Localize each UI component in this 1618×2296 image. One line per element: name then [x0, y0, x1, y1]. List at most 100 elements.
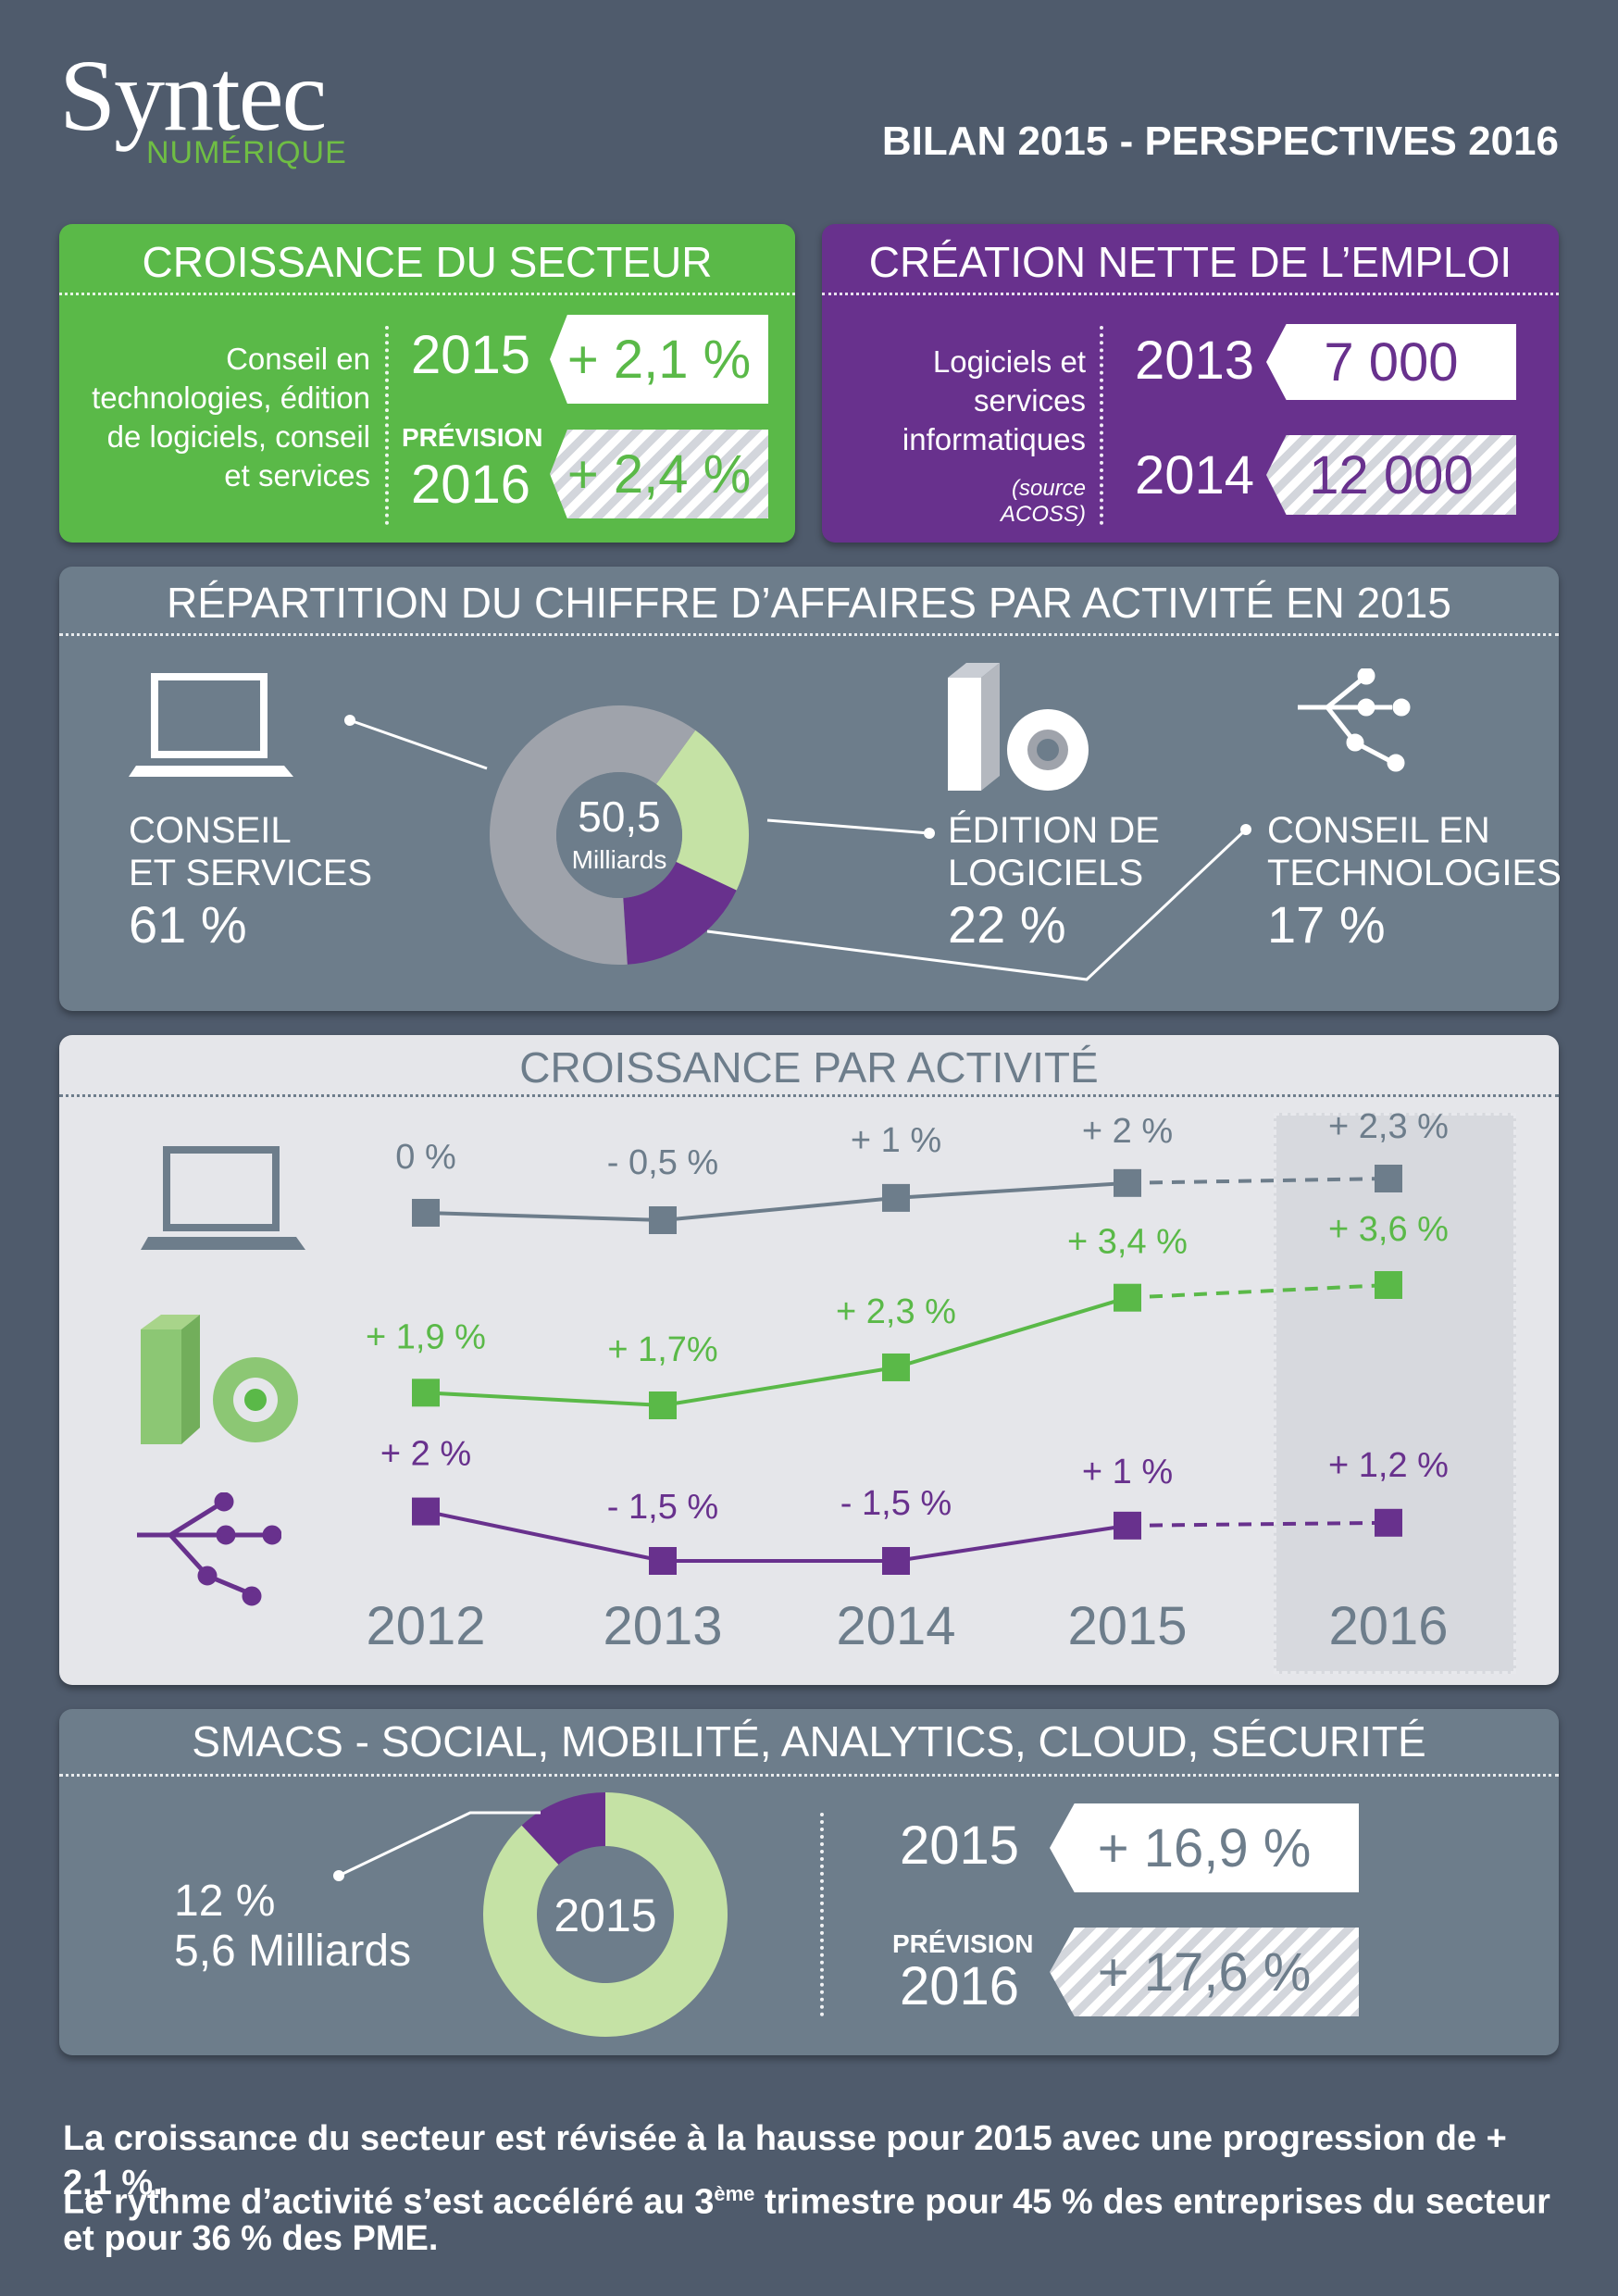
network-icon [137, 1492, 281, 1606]
data-point [649, 1547, 677, 1575]
segment-value: 22 % [948, 895, 1066, 954]
series-forecast-line [1126, 1177, 1389, 1185]
series-line [425, 1295, 1128, 1408]
x-tick-label: 2012 [366, 1596, 485, 1656]
data-point [882, 1353, 910, 1381]
smacs-amount: 5,6 Milliards [174, 1927, 412, 1976]
smacs-2016-tag: + 17,6 % [1050, 1928, 1359, 2016]
data-point [1114, 1168, 1141, 1197]
data-point [649, 1206, 677, 1234]
data-label: + 1 % [1082, 1453, 1173, 1491]
footer-line-1: La croissance du secteur est révisée à l… [63, 2119, 1507, 2202]
donut-slice [521, 1792, 605, 1866]
series-line [425, 1509, 1128, 1563]
data-point [882, 1547, 910, 1575]
data-label: + 2 % [380, 1435, 471, 1474]
data-point [412, 1198, 440, 1227]
data-point [1114, 1511, 1141, 1540]
revenue-pie-chart: 50,5 Milliards [344, 705, 1251, 981]
smacs-share: 12 % [174, 1877, 276, 1926]
panel-croissance-secteur: CROISSANCE DU SECTEUR Conseil en technol… [59, 224, 795, 543]
data-label: + 2 % [1082, 1112, 1173, 1151]
x-tick-label: 2015 [1067, 1596, 1187, 1656]
donut-slice [483, 1792, 728, 2037]
footer-line-3: et pour 36 % des PME. [63, 2219, 439, 2258]
segment-label: CONSEIL EN TECHNOLOGIES 17 % [1267, 810, 1562, 954]
pie-center-value: 50,5 [578, 792, 661, 841]
data-point [1375, 1271, 1402, 1299]
segment-value: 17 % [1267, 895, 1386, 954]
year-2013: 2013 [1135, 331, 1255, 391]
data-label: 0 % [395, 1138, 455, 1177]
growth-2016-tag: + 2,4 % [550, 430, 768, 518]
source-note: (source ACOSS) [1000, 476, 1086, 527]
data-label: - 1,5 % [840, 1484, 952, 1523]
data-point [1114, 1283, 1141, 1312]
segment-label: ÉDITION DE LOGICIELS 22 % [948, 810, 1160, 954]
segment-value: 61 % [129, 895, 247, 954]
pie-hole [556, 772, 682, 898]
x-tick-label: 2013 [603, 1596, 722, 1656]
forecast-shading [1274, 1113, 1516, 1674]
software-box-icon [948, 663, 1089, 791]
x-tick-label: 2014 [836, 1596, 955, 1656]
panel-title: CROISSANCE PAR ACTIVITÉ [519, 1043, 1099, 1092]
smacs-year-2015: 2015 [900, 1816, 1020, 1876]
data-label: + 1,7% [607, 1330, 717, 1369]
jobs-2013-tag: 7 000 [1266, 324, 1516, 400]
footer-line-2: Le rythme d’activité s’est accéléré au 3… [63, 2182, 1550, 2222]
data-label: - 0,5 % [607, 1143, 718, 1182]
data-label: + 3,4 % [1067, 1223, 1188, 1262]
data-point [412, 1497, 440, 1526]
panel-title: CROISSANCE DU SECTEUR [142, 238, 713, 286]
data-point [649, 1391, 677, 1419]
panel-creation-emploi: CRÉATION NETTE DE L’EMPLOI Logiciels et … [822, 224, 1559, 543]
year-2016: 2016 [411, 455, 531, 515]
series-line [425, 1180, 1128, 1223]
segment-label: CONSEIL ET SERVICES 61 % [129, 810, 373, 954]
logo-subtitle: NUMÉRIQUE [146, 135, 347, 170]
pie-slice [623, 861, 737, 965]
data-label: + 1 % [851, 1121, 941, 1160]
data-label: + 3,6 % [1328, 1210, 1449, 1249]
laptop-icon [129, 673, 293, 777]
data-point [1375, 1508, 1402, 1537]
leader-line [706, 828, 1248, 981]
year-2015: 2015 [411, 325, 531, 385]
panel-croissance-activite: CROISSANCE PAR ACTIVITÉ 0 % - 0,5 % + 1 % +… [59, 1035, 1559, 1685]
panel-title: RÉPARTITION DU CHIFFRE D’AFFAIRES PAR AC… [167, 579, 1451, 627]
data-point [882, 1183, 910, 1212]
growth-2015-tag: + 2,1 % [550, 315, 768, 404]
pie-center-unit: Milliards [572, 845, 667, 874]
growth-line-chart: 0 % - 0,5 % + 1 % + 2 % + 2,3 % + 1,9 % + 1,7%… [366, 1107, 1449, 1656]
pie-slice [490, 705, 696, 965]
panel-repartition: RÉPARTITION DU CHIFFRE D’AFFAIRES PAR AC… [59, 567, 1562, 1011]
smacs-2015-tag: + 16,9 % [1050, 1803, 1359, 1892]
series-forecast-line [1126, 1520, 1389, 1528]
laptop-icon [141, 1146, 305, 1250]
sector-description: Conseil en technologies, édition de logi… [92, 342, 370, 493]
software-box-icon [141, 1315, 298, 1444]
data-label: + 2,3 % [1328, 1107, 1449, 1146]
smacs-prevision-label: PRÉVISION [892, 1929, 1034, 1958]
leader-line [338, 1811, 541, 1878]
pie-slice [655, 730, 749, 891]
series-forecast-line [1126, 1283, 1389, 1300]
page-title: BILAN 2015 - PERSPECTIVES 2016 [881, 119, 1559, 164]
smacs-year-2016: 2016 [900, 1956, 1020, 2016]
year-2014: 2014 [1135, 445, 1255, 505]
data-label: + 2,3 % [836, 1292, 956, 1331]
panel-smacs: SMACS - SOCIAL, MOBILITÉ, ANALYTICS, CLO… [59, 1709, 1559, 2055]
data-label: + 1,9 % [366, 1317, 486, 1356]
network-icon [1298, 668, 1411, 772]
data-point [412, 1379, 440, 1407]
data-label: - 1,5 % [607, 1488, 718, 1527]
donut-center-label: 2015 [554, 1890, 656, 1941]
jobs-2014-tag: 12 000 [1266, 435, 1516, 515]
x-tick-label: 2016 [1328, 1596, 1448, 1656]
data-label: + 1,2 % [1328, 1446, 1449, 1485]
panel-title: SMACS - SOCIAL, MOBILITÉ, ANALYTICS, CLO… [192, 1717, 1426, 1766]
prevision-label: PRÉVISION [402, 423, 543, 452]
smacs-donut-chart: 2015 [333, 1792, 728, 2037]
panel-title: CRÉATION NETTE DE L’EMPLOI [868, 238, 1512, 286]
